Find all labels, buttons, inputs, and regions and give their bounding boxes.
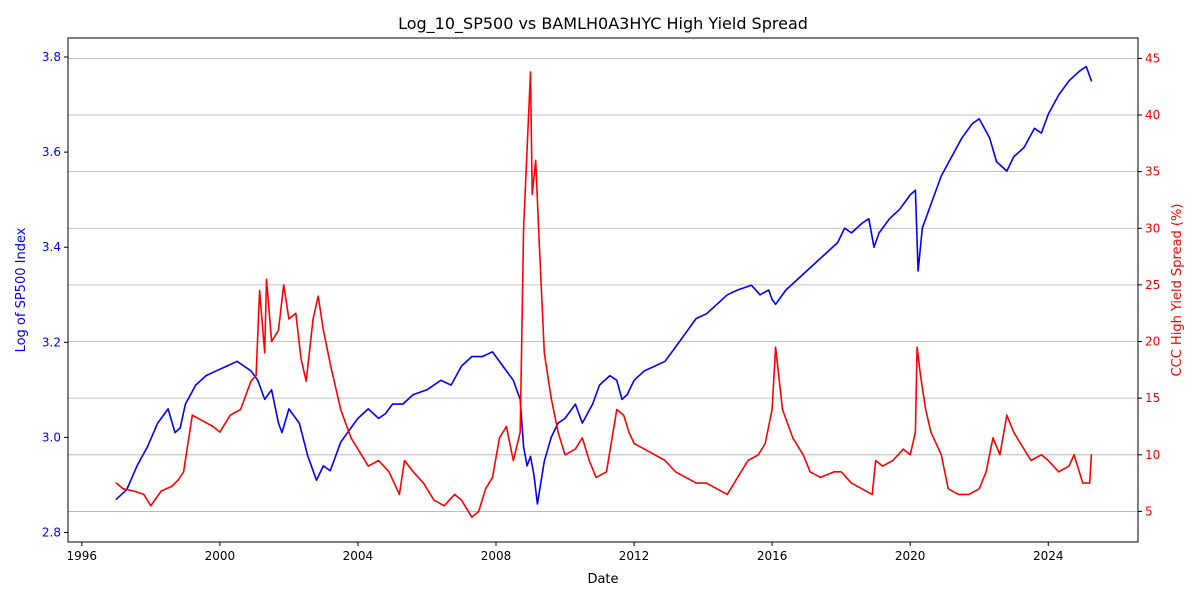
y-axis-right-title: CCC High Yield Spread (%): [1170, 204, 1185, 377]
y-right-tick-label: 25: [1145, 278, 1160, 292]
y-left-tick-label: 3.0: [42, 430, 61, 444]
y-left-tick-label: 2.8: [42, 525, 61, 539]
y-right-tick-label: 40: [1145, 108, 1160, 122]
series-line-ccc-spread: [115, 71, 1093, 518]
series-layer: [115, 65, 1093, 518]
grid-lines: [68, 57, 1138, 512]
y-right-tick-label: 30: [1145, 221, 1160, 235]
y-right-tick-label: 45: [1145, 51, 1160, 65]
x-axis: 1996 2000 2004 2008 2012 2016 2020 2024: [67, 542, 1064, 563]
x-tick-label: 2004: [343, 549, 374, 563]
chart-title: Log_10_SP500 vs BAMLH0A3HYC High Yield S…: [398, 14, 808, 34]
y-axis-left: 2.8 3.0 3.2 3.4 3.6 3.8: [42, 50, 68, 539]
y-right-tick-label: 10: [1145, 448, 1160, 462]
y-left-tick-label: 3.6: [42, 145, 61, 159]
y-right-tick-label: 5: [1145, 504, 1153, 518]
y-axis-left-title: Log of SP500 Index: [14, 227, 29, 352]
x-tick-label: 2024: [1033, 549, 1064, 563]
y-right-tick-label: 20: [1145, 335, 1160, 349]
x-axis-title: Date: [587, 572, 618, 587]
x-tick-label: 2008: [481, 549, 512, 563]
x-tick-label: 2020: [895, 549, 926, 563]
y-left-tick-label: 3.8: [42, 50, 61, 64]
y-right-tick-label: 15: [1145, 391, 1160, 405]
series-line-sp500-log: [115, 65, 1093, 505]
x-tick-label: 2016: [757, 549, 788, 563]
y-left-tick-label: 3.4: [42, 240, 61, 254]
x-tick-label: 2000: [205, 549, 236, 563]
y-right-tick-label: 35: [1145, 165, 1160, 179]
y-left-tick-label: 3.2: [42, 335, 61, 349]
x-tick-label: 1996: [67, 549, 98, 563]
plot-frame: [67, 37, 1139, 543]
y-axis-right: 5 10 15 20 25 30 35 40 45: [1138, 51, 1160, 518]
x-tick-label: 2012: [619, 549, 650, 563]
